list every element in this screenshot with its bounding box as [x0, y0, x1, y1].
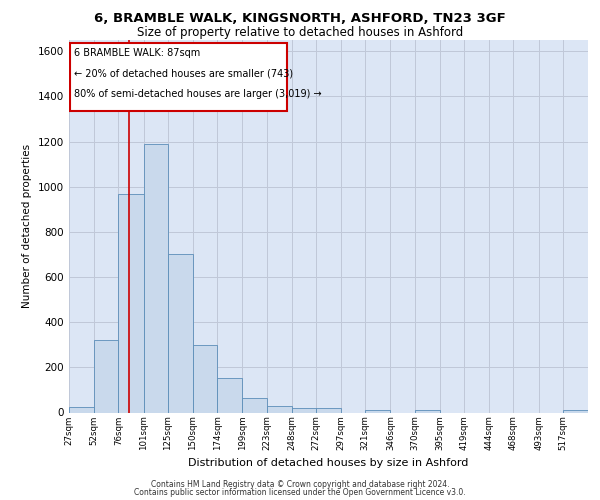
Bar: [168, 254, 193, 412]
Bar: [266, 406, 292, 412]
Bar: [292, 408, 316, 412]
Text: 6, BRAMBLE WALK, KINGSNORTH, ASHFORD, TN23 3GF: 6, BRAMBLE WALK, KINGSNORTH, ASHFORD, TN…: [94, 12, 506, 26]
Bar: [193, 345, 217, 412]
Text: 80% of semi-detached houses are larger (3,019) →: 80% of semi-detached houses are larger (…: [74, 90, 322, 100]
Bar: [365, 410, 391, 412]
Text: Size of property relative to detached houses in Ashford: Size of property relative to detached ho…: [137, 26, 463, 39]
Y-axis label: Number of detached properties: Number of detached properties: [22, 144, 32, 308]
Text: Contains public sector information licensed under the Open Government Licence v3: Contains public sector information licen…: [134, 488, 466, 497]
Bar: [69, 407, 94, 412]
X-axis label: Distribution of detached houses by size in Ashford: Distribution of detached houses by size …: [188, 458, 469, 468]
Bar: [563, 410, 588, 412]
Bar: [118, 194, 143, 412]
Bar: [217, 378, 242, 412]
FancyBboxPatch shape: [70, 44, 287, 111]
Bar: [242, 398, 266, 412]
Bar: [415, 410, 440, 412]
Text: 6 BRAMBLE WALK: 87sqm: 6 BRAMBLE WALK: 87sqm: [74, 48, 200, 58]
Bar: [143, 144, 168, 412]
Bar: [94, 340, 118, 412]
Bar: [316, 408, 341, 412]
Text: ← 20% of detached houses are smaller (743): ← 20% of detached houses are smaller (74…: [74, 68, 293, 78]
Text: Contains HM Land Registry data © Crown copyright and database right 2024.: Contains HM Land Registry data © Crown c…: [151, 480, 449, 489]
